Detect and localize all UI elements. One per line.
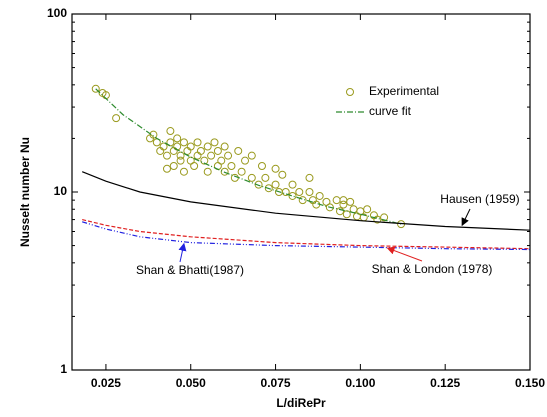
y-tick-label: 10: [54, 184, 68, 198]
data-point: [332, 196, 341, 205]
data-point: [288, 191, 297, 200]
data-point: [193, 138, 202, 147]
data-point: [91, 84, 100, 93]
data-point: [247, 173, 256, 182]
y-tick-label: 100: [47, 6, 67, 20]
data-point: [325, 203, 334, 212]
data-point: [380, 213, 389, 222]
x-tick-label: 0.050: [176, 376, 206, 390]
data-point: [241, 156, 250, 165]
data-point: [254, 180, 263, 189]
data-point: [220, 142, 229, 151]
data-point: [203, 142, 212, 151]
data-point: [159, 142, 168, 151]
data-point: [281, 188, 290, 196]
data-point: [305, 188, 314, 196]
data-point: [298, 196, 307, 205]
data-point: [346, 197, 355, 206]
data-line: [82, 221, 531, 251]
data-point: [271, 180, 280, 189]
data-point: [352, 212, 361, 221]
data-point: [315, 191, 324, 200]
data-point: [149, 130, 158, 139]
data-point: [176, 151, 185, 160]
data-point: [220, 167, 229, 176]
x-tick-label: 0.125: [430, 376, 460, 390]
data-point: [230, 173, 239, 182]
data-point: [271, 164, 280, 173]
plot-frame: [71, 13, 531, 371]
data-point: [339, 200, 348, 209]
data-point: [200, 156, 209, 165]
data-point: [247, 151, 256, 160]
y-axis-label: Nusselt number Nu: [18, 137, 32, 247]
annotation: Shan & London (1978): [372, 262, 493, 276]
x-axis-label: L/diRePr: [276, 396, 326, 410]
data-point: [166, 138, 175, 147]
data-point: [264, 184, 273, 193]
data-point: [207, 151, 216, 160]
data-point: [193, 151, 202, 160]
data-point: [288, 180, 297, 189]
data-point: [217, 156, 226, 165]
data-point: [162, 164, 171, 173]
x-tick-label: 0.100: [345, 376, 375, 390]
data-line: [95, 88, 402, 225]
legend-label: Experimental: [369, 84, 439, 98]
data-point: [305, 173, 314, 182]
data-point: [196, 146, 205, 155]
data-point: [295, 188, 304, 196]
data-point: [278, 170, 287, 179]
data-point: [336, 207, 345, 216]
data-point: [342, 210, 351, 219]
y-tick-label: 1: [60, 362, 67, 376]
data-point: [227, 161, 236, 170]
data-point: [237, 167, 246, 176]
data-point: [234, 146, 243, 155]
annotation-arrow: [178, 242, 187, 263]
data-point: [186, 142, 195, 151]
data-point: [162, 151, 171, 160]
x-tick-label: 0.075: [261, 376, 291, 390]
annotation-arrow: [386, 246, 423, 262]
data-point: [257, 161, 266, 170]
data-point: [173, 134, 182, 143]
annotation-arrow: [461, 208, 471, 227]
data-point: [213, 146, 222, 155]
data-point: [176, 156, 185, 165]
data-point: [169, 161, 178, 170]
data-point: [179, 138, 188, 147]
data-point: [203, 167, 212, 176]
legend-marker: [346, 88, 354, 96]
data-point: [210, 138, 219, 147]
legend-label: curve fit: [369, 104, 412, 118]
annotation: Shan & Bhatti(1987): [136, 263, 244, 277]
data-point: [224, 151, 233, 160]
data-line: [82, 219, 531, 250]
data-point: [190, 161, 199, 170]
data-point: [179, 167, 188, 176]
data-point: [363, 205, 372, 214]
x-tick-label: 0.150: [515, 376, 545, 390]
data-line: [81, 171, 531, 231]
data-point: [166, 127, 175, 136]
data-point: [261, 173, 270, 182]
annotation: Hausen (1959): [440, 192, 519, 206]
data-point: [112, 114, 121, 123]
x-tick-label: 0.025: [91, 376, 121, 390]
data-point: [339, 196, 348, 205]
